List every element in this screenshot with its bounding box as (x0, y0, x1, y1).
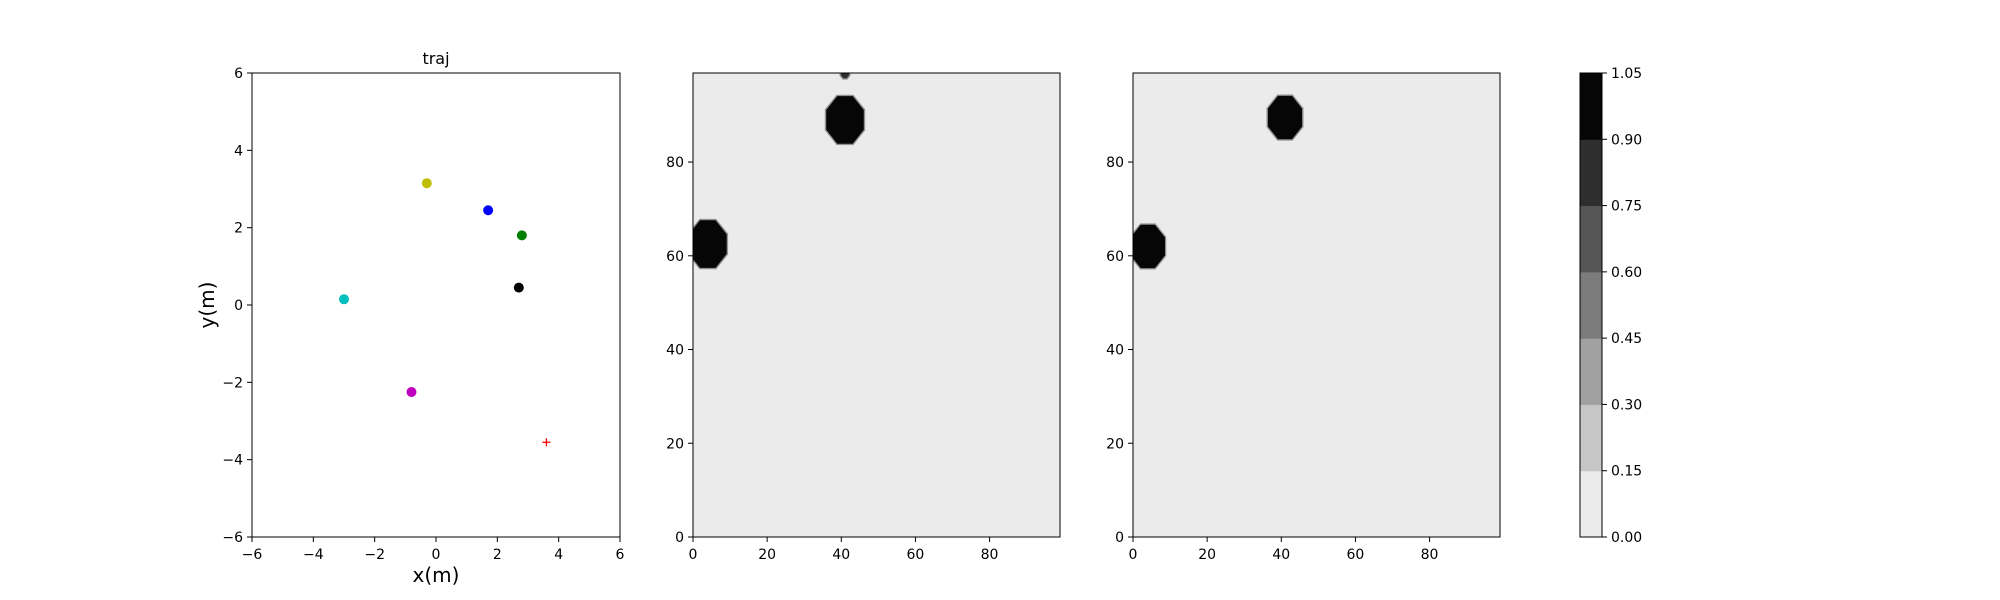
colorbar-tick-label: 0.30 (1611, 397, 1642, 413)
colorbar-band (1580, 404, 1602, 472)
occupancy-blob (693, 218, 729, 270)
x-tick-label: −4 (303, 547, 324, 563)
x-tick-label: 4 (554, 547, 563, 563)
x-tick-label: 20 (1198, 547, 1216, 563)
scatter-point (339, 294, 349, 305)
occupancy-blob (1266, 94, 1304, 141)
y-tick-label: −4 (222, 453, 243, 469)
colorbar-band (1580, 73, 1602, 140)
y-tick-label: 60 (1106, 249, 1124, 265)
x-tick-label: −6 (242, 547, 263, 563)
colorbar-band (1580, 271, 1602, 339)
colorbar-tick-label: 0.00 (1611, 530, 1642, 546)
x-tick-label: 40 (1272, 547, 1290, 563)
occupancy-blob (839, 73, 851, 80)
colorbar-tick-label: 0.90 (1611, 132, 1642, 148)
occupancy-map-panel-2: 0 20 40 60 80 0 20 40 60 80 (1106, 72, 1501, 563)
y-tick-label: 80 (666, 155, 684, 171)
y-tick-label: 20 (1106, 436, 1124, 452)
y-tick-label: 0 (675, 530, 684, 546)
colorbar-band (1580, 338, 1602, 405)
scatter-point (406, 387, 417, 397)
occupancy-blob (1133, 223, 1167, 270)
y-tick-label: 6 (234, 66, 243, 82)
colorbar-tick-label: 0.45 (1611, 331, 1642, 347)
x-tick-label: 80 (981, 547, 999, 563)
occupancy-blob (824, 94, 866, 146)
x-tick-label: 0 (1129, 547, 1138, 563)
y-tick-label: 0 (234, 298, 243, 314)
axes-frame (1132, 72, 1501, 538)
axes-frame (692, 72, 1061, 538)
y-tick-label: 4 (234, 143, 243, 159)
scatter-point (513, 282, 524, 293)
colorbar-tick-label: 1.05 (1611, 66, 1642, 82)
colorbar-tick-label: 0.60 (1611, 265, 1642, 281)
x-tick-label: 40 (832, 547, 850, 563)
target-plus-marker (542, 438, 551, 447)
colorbar-band (1580, 139, 1602, 207)
y-tick-label: 40 (1106, 343, 1124, 359)
x-tick-label: 60 (1347, 547, 1365, 563)
plot-area (252, 73, 620, 537)
axes-frame (251, 72, 621, 538)
colorbar: 0.00 0.15 0.30 0.45 0.60 0.75 0.90 1.05 (1579, 66, 1642, 546)
trajectory-panel: −6 −4 −2 0 2 4 6 −6 −4 −2 0 2 4 6 traj x(m) y(m) (195, 49, 625, 587)
y-tick-label: 80 (1106, 155, 1124, 171)
heatmap-background (693, 73, 1060, 537)
colorbar-tick-label: 0.15 (1611, 464, 1642, 480)
occupancy-map-panel-1: 0 20 40 60 80 0 20 40 60 80 (666, 72, 1061, 563)
colorbar-band (1580, 470, 1602, 538)
x-tick-label: 0 (432, 547, 441, 563)
colorbar-band (1580, 205, 1602, 273)
x-axis-label: x(m) (413, 563, 460, 587)
colorbar-frame (1579, 72, 1603, 538)
colorbar-tick-label: 0.75 (1611, 199, 1642, 215)
x-tick-label: 2 (493, 547, 502, 563)
x-tick-label: 0 (689, 547, 698, 563)
y-axis-label: y(m) (195, 282, 219, 329)
heatmap-background (1133, 73, 1500, 537)
scatter-point (421, 178, 432, 189)
x-tick-label: 6 (616, 547, 625, 563)
x-tick-label: −2 (364, 547, 385, 563)
y-tick-label: 60 (666, 249, 684, 265)
y-tick-label: 2 (234, 221, 243, 237)
x-tick-label: 60 (907, 547, 925, 563)
chart-title: traj (422, 49, 449, 68)
y-tick-label: −6 (222, 530, 243, 546)
scatter-point (483, 205, 494, 216)
x-tick-label: 20 (758, 547, 776, 563)
y-tick-label: −2 (222, 375, 243, 391)
y-tick-label: 20 (666, 436, 684, 452)
y-tick-label: 0 (1115, 530, 1124, 546)
scatter-point (516, 230, 527, 241)
y-tick-label: 40 (666, 343, 684, 359)
x-tick-label: 80 (1421, 547, 1439, 563)
